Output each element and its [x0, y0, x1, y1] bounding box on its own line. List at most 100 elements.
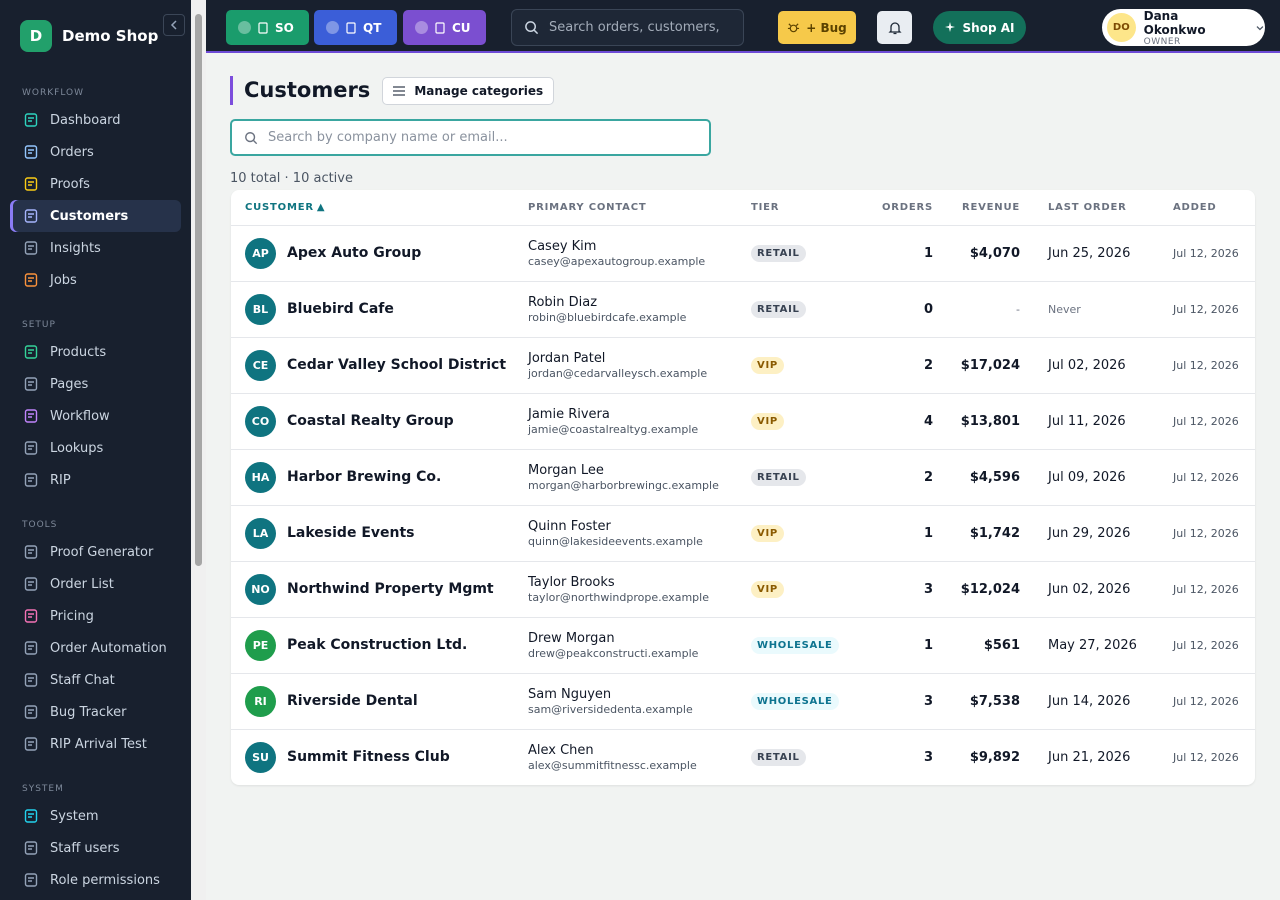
- notifications-button[interactable]: [877, 11, 912, 44]
- nav-label: Dashboard: [50, 112, 121, 128]
- nav-label: Pricing: [50, 608, 94, 624]
- avatar: LA: [245, 517, 276, 549]
- nav-item[interactable]: Order Automation: [10, 632, 181, 664]
- tier-badge: VIP: [751, 524, 784, 542]
- tier-badge: VIP: [751, 356, 784, 374]
- customer-row[interactable]: AP Apex Auto Group Casey Kim casey@apexauto…: [231, 225, 1255, 282]
- last-order: Jul 11, 2026: [1020, 393, 1140, 450]
- quick-label: QT: [363, 20, 382, 35]
- tier-badge: RETAIL: [751, 244, 806, 262]
- section-title: SYSTEM: [22, 784, 64, 794]
- collapse-button[interactable]: [163, 14, 185, 36]
- customer-row[interactable]: LA Lakeside Events Quinn Foster quinn@lakes…: [231, 505, 1255, 562]
- customer-row[interactable]: BL Bluebird Cafe Robin Diaz robin@bluebirdc…: [231, 281, 1255, 338]
- page-title: Customers: [230, 76, 370, 105]
- nav-item[interactable]: Jobs: [10, 264, 181, 296]
- column-header[interactable]: CUSTOMER ▲: [231, 190, 528, 226]
- nav-icon: [24, 209, 38, 223]
- column-header[interactable]: PRIMARY CONTACT: [528, 190, 750, 226]
- customer-row[interactable]: CE Cedar Valley School District Jordan Pat…: [231, 337, 1255, 394]
- global-search[interactable]: Search orders, customers,: [511, 9, 744, 46]
- nav-item[interactable]: Staff users: [10, 832, 181, 864]
- customer-cell: AP Apex Auto Group: [231, 225, 528, 282]
- revenue: $17,024: [933, 337, 1020, 394]
- nav-label: Order List: [50, 576, 114, 592]
- ai-button[interactable]: Shop AI: [933, 11, 1026, 44]
- nav-item[interactable]: Order List: [10, 568, 181, 600]
- column-label: CUSTOMER: [245, 201, 314, 213]
- customer-cell: RI Riverside Dental: [231, 673, 528, 730]
- last-order: Jun 21, 2026: [1048, 749, 1131, 765]
- quick-button[interactable]: QT: [314, 10, 397, 45]
- column-header[interactable]: ORDERS: [855, 190, 933, 226]
- column-header[interactable]: LAST ORDER: [1020, 190, 1140, 226]
- tier-badge: WHOLESALE: [751, 636, 839, 654]
- avatar: RI: [245, 685, 276, 717]
- nav-item[interactable]: System: [10, 800, 181, 832]
- nav-item[interactable]: Pages: [10, 368, 181, 400]
- tier-cell: RETAIL: [750, 225, 855, 282]
- customer-row[interactable]: SU Summit Fitness Club Alex Chen alex@summi…: [231, 729, 1255, 785]
- contact-email: alex@summitfitnessc.example: [528, 759, 697, 773]
- nav-item[interactable]: Proof Generator: [10, 536, 181, 568]
- bug-button[interactable]: + Bug: [778, 11, 856, 44]
- nav-item[interactable]: Insights: [10, 232, 181, 264]
- column-label: REVENUE: [961, 201, 1020, 213]
- tier-cell: RETAIL: [750, 729, 855, 785]
- avatar: CO: [245, 405, 276, 437]
- customer-row[interactable]: RI Riverside Dental Sam Nguyen sam@riversid…: [231, 673, 1255, 730]
- nav-item[interactable]: Proofs: [10, 168, 181, 200]
- nav-item[interactable]: RIP: [10, 464, 181, 496]
- nav-item[interactable]: Lookups: [10, 432, 181, 464]
- customer-name: Summit Fitness Club: [287, 749, 450, 766]
- customer-row[interactable]: CO Coastal Realty Group Jamie Rivera jamie@…: [231, 393, 1255, 450]
- quick-button[interactable]: CU: [403, 10, 486, 45]
- nav-label: Orders: [50, 144, 94, 160]
- orders: 0: [855, 281, 933, 338]
- nav-item[interactable]: Bug Tracker: [10, 696, 181, 728]
- scrollbar[interactable]: [191, 0, 206, 900]
- customer-row[interactable]: NO Northwind Property Mgmt Taylor Brooks ta…: [231, 561, 1255, 618]
- customer-cell: CE Cedar Valley School District: [231, 337, 528, 394]
- customer-name: Coastal Realty Group: [287, 413, 454, 429]
- last-order: Jul 02, 2026: [1020, 337, 1140, 394]
- brand: D Demo Shop: [10, 18, 181, 54]
- user-info: Dana Okonkwo OWNER: [1144, 9, 1244, 47]
- orders: 3: [923, 749, 933, 765]
- column-header[interactable]: REVENUE: [933, 190, 1020, 226]
- nav-item[interactable]: Dashboard: [10, 104, 181, 136]
- nav-label: Lookups: [50, 440, 104, 456]
- customer-name: Bluebird Cafe: [287, 301, 394, 317]
- added: Jul 12, 2026: [1140, 225, 1255, 282]
- nav-item[interactable]: Staff Chat: [10, 664, 181, 696]
- column-header[interactable]: TIER: [750, 190, 855, 226]
- customer-cell: HA Harbor Brewing Co.: [231, 449, 528, 506]
- contact-cell: Sam Nguyen sam@riversidedenta.example: [528, 673, 750, 730]
- nav-item[interactable]: RIP Arrival Test: [10, 728, 181, 760]
- nav-item[interactable]: Role permissions: [10, 864, 181, 896]
- nav-label: Staff users: [50, 840, 120, 856]
- nav-item[interactable]: Workflow: [10, 400, 181, 432]
- nav-item[interactable]: Pricing: [10, 600, 181, 632]
- nav-item[interactable]: Products: [10, 336, 181, 368]
- customer: PE Peak Construction Ltd.: [245, 629, 527, 661]
- avatar: NO: [245, 573, 276, 605]
- column-header[interactable]: ADDED: [1140, 190, 1255, 226]
- contact-name: Jordan Patel: [528, 351, 606, 366]
- customer-search[interactable]: Search by company name or email...: [230, 119, 711, 156]
- nav-icon: [24, 177, 38, 191]
- user-menu[interactable]: DO Dana Okonkwo OWNER: [1102, 9, 1265, 47]
- quick-button[interactable]: SO: [226, 10, 309, 45]
- added: Jul 12, 2026: [1140, 393, 1255, 450]
- nav-icon: [24, 409, 38, 423]
- customer: HA Harbor Brewing Co.: [245, 461, 527, 493]
- orders: 1: [855, 225, 933, 282]
- customer: BL Bluebird Cafe: [245, 293, 527, 325]
- manage-button[interactable]: Manage categories: [382, 76, 555, 105]
- nav-item[interactable]: Customers: [10, 200, 181, 232]
- customer-row[interactable]: PE Peak Construction Ltd. Drew Morgan drew@…: [231, 617, 1255, 674]
- tier-cell: VIP: [750, 337, 855, 394]
- customer-row[interactable]: HA Harbor Brewing Co. Morgan Lee morgan@har…: [231, 449, 1255, 506]
- nav-item[interactable]: Orders: [10, 136, 181, 168]
- contact-cell: Robin Diaz robin@bluebirdcafe.example: [528, 281, 750, 338]
